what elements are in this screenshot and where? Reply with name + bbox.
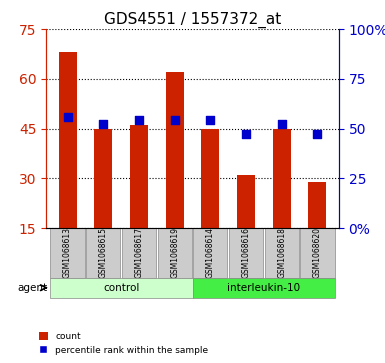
Point [100, 121, 106, 126]
Text: GSM1068620: GSM1068620 [313, 227, 322, 278]
FancyBboxPatch shape [192, 278, 335, 298]
Text: GSM1068616: GSM1068616 [241, 227, 251, 278]
FancyBboxPatch shape [157, 228, 192, 278]
Point [207, 117, 213, 123]
Text: GSM1068614: GSM1068614 [206, 227, 215, 278]
FancyBboxPatch shape [86, 228, 121, 278]
Point [314, 131, 320, 136]
Bar [308, 182, 326, 228]
FancyBboxPatch shape [50, 228, 85, 278]
FancyBboxPatch shape [122, 228, 156, 278]
Text: GSM1068618: GSM1068618 [277, 228, 286, 278]
Bar [201, 129, 219, 228]
Text: GSM1068619: GSM1068619 [170, 227, 179, 278]
Text: GSM1068617: GSM1068617 [134, 227, 144, 278]
Text: interleukin-10: interleukin-10 [227, 283, 300, 293]
Bar [130, 125, 148, 228]
Text: GSM1068615: GSM1068615 [99, 227, 108, 278]
FancyBboxPatch shape [264, 228, 299, 278]
Text: control: control [103, 283, 139, 293]
Text: GSM1068613: GSM1068613 [63, 227, 72, 278]
Title: GDS4551 / 1557372_at: GDS4551 / 1557372_at [104, 12, 281, 28]
FancyBboxPatch shape [300, 228, 335, 278]
Bar [59, 52, 77, 228]
FancyBboxPatch shape [50, 278, 192, 298]
Point [172, 117, 178, 123]
Point [243, 131, 249, 136]
FancyBboxPatch shape [193, 228, 228, 278]
Text: agent: agent [18, 283, 48, 293]
Point [65, 114, 71, 120]
FancyBboxPatch shape [229, 228, 263, 278]
Bar [273, 129, 291, 228]
Bar [94, 129, 112, 228]
Point [279, 121, 285, 126]
Bar [166, 72, 184, 228]
Bar [237, 175, 255, 228]
Point [136, 117, 142, 123]
Legend: count, percentile rank within the sample: count, percentile rank within the sample [35, 329, 212, 359]
